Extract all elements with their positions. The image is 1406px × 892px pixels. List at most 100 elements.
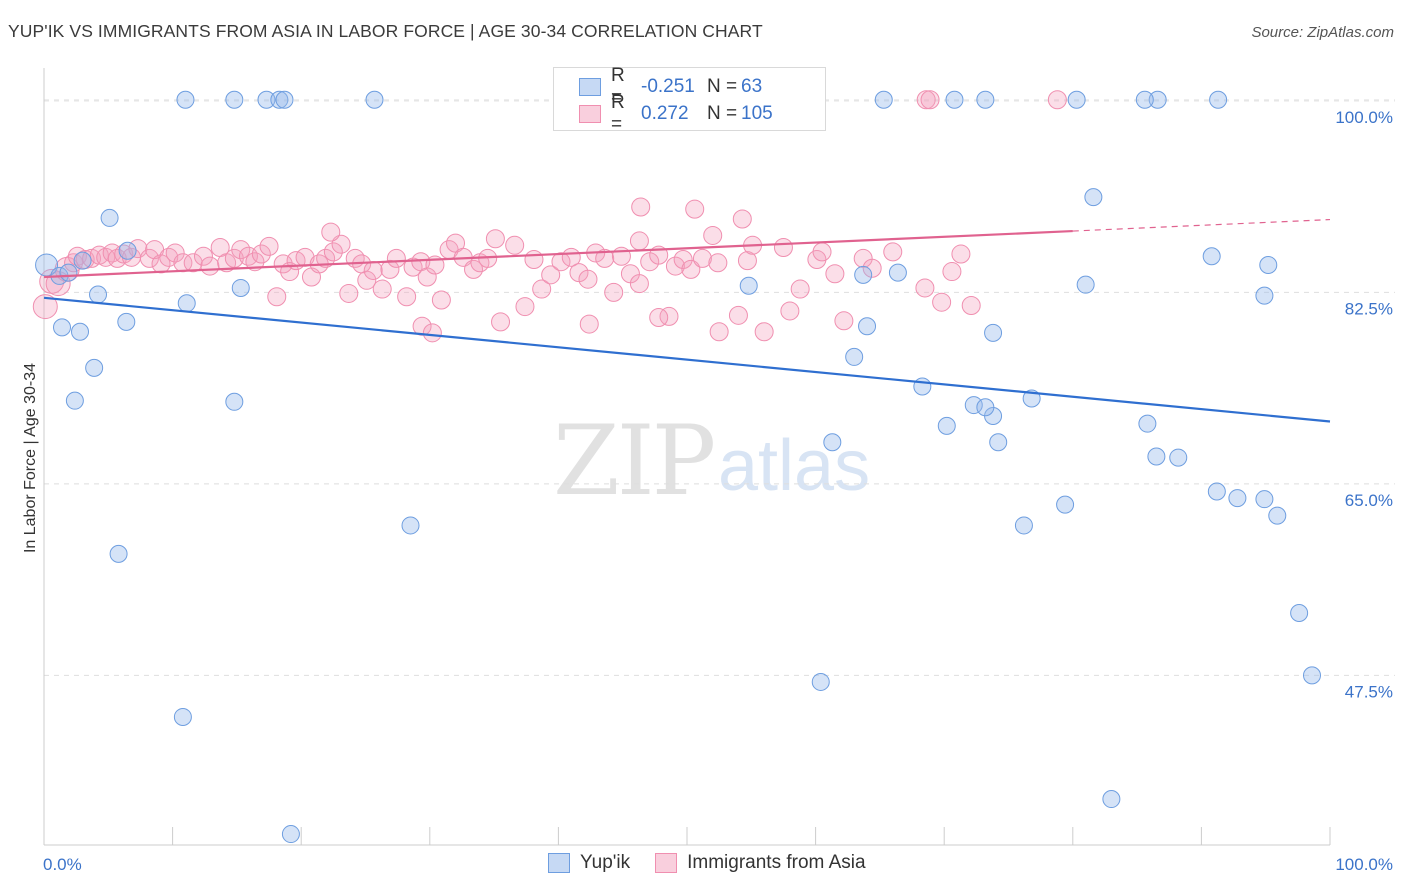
data-point-yupik bbox=[1056, 495, 1075, 514]
data-point-yupik bbox=[270, 90, 289, 109]
data-point-asia bbox=[532, 279, 552, 299]
data-point-yupik bbox=[231, 278, 250, 297]
data-point-asia bbox=[551, 252, 571, 272]
data-point-asia bbox=[1047, 90, 1067, 110]
series-immigrants-from-asia bbox=[32, 90, 1067, 343]
data-point-yupik bbox=[1102, 790, 1121, 809]
data-point-asia bbox=[780, 301, 800, 321]
data-point-asia bbox=[267, 287, 287, 307]
data-point-yupik bbox=[1084, 188, 1103, 207]
data-point-yupik bbox=[1076, 275, 1095, 294]
data-point-yupik bbox=[937, 416, 956, 435]
data-point-asia bbox=[485, 229, 505, 249]
data-point-yupik bbox=[1067, 90, 1086, 109]
data-point-asia bbox=[397, 287, 417, 307]
data-point-asia bbox=[231, 240, 251, 260]
data-point-yupik bbox=[945, 90, 964, 109]
data-point-yupik bbox=[59, 263, 78, 282]
legend-n-label: N = bbox=[707, 76, 738, 97]
data-point-asia bbox=[728, 305, 748, 325]
axes bbox=[43, 68, 1331, 846]
data-point-yupik bbox=[1202, 247, 1221, 266]
data-point-yupik bbox=[173, 707, 192, 726]
data-point-yupik bbox=[874, 90, 893, 109]
data-point-asia bbox=[629, 231, 649, 251]
data-point-asia bbox=[665, 256, 685, 276]
data-point-asia bbox=[321, 222, 341, 242]
source-credit: Source: ZipAtlas.com bbox=[1251, 24, 1394, 41]
data-point-asia bbox=[883, 242, 903, 262]
data-point-asia bbox=[316, 248, 336, 268]
data-point-yupik bbox=[984, 323, 1003, 342]
data-point-asia bbox=[915, 278, 935, 298]
data-point-yupik bbox=[176, 90, 195, 109]
data-point-yupik bbox=[1147, 447, 1166, 466]
grid-lines bbox=[44, 99, 1395, 676]
data-point-asia bbox=[273, 254, 293, 274]
data-point-asia bbox=[754, 322, 774, 342]
bottom-legend-label-asia: Immigrants from Asia bbox=[687, 852, 866, 873]
data-point-asia bbox=[812, 242, 832, 262]
data-point-yupik bbox=[1268, 506, 1287, 525]
data-point-asia bbox=[834, 311, 854, 331]
trend-line-asia-extension bbox=[1072, 218, 1331, 232]
bottom-legend: Yup'ik Immigrants from Asia bbox=[548, 852, 891, 874]
data-point-yupik bbox=[65, 391, 84, 410]
data-point-asia bbox=[200, 256, 220, 276]
data-point-asia bbox=[951, 244, 971, 264]
data-point-yupik bbox=[1148, 90, 1167, 109]
data-point-asia bbox=[825, 264, 845, 284]
watermark-zip: ZIP bbox=[553, 405, 716, 517]
data-point-asia bbox=[942, 262, 962, 282]
y-tick-label: 82.5% bbox=[1345, 299, 1393, 318]
data-point-asia bbox=[431, 290, 451, 310]
data-point-yupik bbox=[854, 265, 873, 284]
x-tick-label: 100.0% bbox=[1335, 855, 1393, 874]
legend-n-value: 63 bbox=[741, 76, 763, 97]
data-point-asia bbox=[920, 90, 940, 110]
data-point-asia bbox=[595, 248, 615, 268]
data-point-asia bbox=[708, 253, 728, 273]
trend-line-asia bbox=[43, 229, 1073, 279]
data-point-yupik bbox=[1169, 448, 1188, 467]
bottom-legend-label-yupik: Yup'ik bbox=[580, 852, 631, 873]
legend-r-value: -0.251 bbox=[641, 76, 695, 97]
data-point-asia bbox=[357, 270, 377, 290]
data-point-asia bbox=[363, 260, 383, 280]
data-point-asia bbox=[737, 251, 757, 271]
y-tick-label: 47.5% bbox=[1345, 682, 1393, 701]
data-point-yupik bbox=[1290, 603, 1309, 622]
data-point-yupik bbox=[225, 392, 244, 411]
data-point-asia bbox=[183, 253, 203, 273]
data-point-asia bbox=[524, 250, 544, 270]
y-tick-label: 100.0% bbox=[1335, 108, 1393, 127]
data-point-asia bbox=[681, 259, 701, 279]
data-point-asia bbox=[773, 237, 793, 257]
legend-n-label: N = bbox=[707, 103, 738, 124]
data-point-yupik bbox=[1135, 90, 1154, 109]
data-point-asia bbox=[372, 279, 392, 299]
data-point-asia bbox=[331, 234, 351, 254]
bottom-legend-yupik: Yup'ik bbox=[548, 852, 630, 874]
stats-legend: R = -0.251 N = 63 R = 0.272 N = 105 bbox=[553, 65, 826, 135]
data-point-yupik bbox=[811, 672, 830, 691]
data-point-asia bbox=[323, 242, 343, 262]
data-point-asia bbox=[251, 244, 271, 264]
data-point-yupik bbox=[85, 358, 104, 377]
data-point-yupik bbox=[401, 516, 420, 535]
data-point-yupik bbox=[739, 276, 758, 295]
data-point-yupik bbox=[1302, 666, 1321, 685]
data-point-yupik bbox=[989, 433, 1008, 452]
data-point-asia bbox=[604, 282, 624, 302]
data-point-asia bbox=[932, 292, 952, 312]
trend-line-yupik bbox=[43, 296, 1331, 423]
data-point-yupik bbox=[964, 396, 983, 415]
data-point-asia bbox=[380, 259, 400, 279]
data-point-asia bbox=[649, 308, 669, 328]
data-point-asia bbox=[709, 322, 729, 342]
data-point-yupik bbox=[1228, 489, 1247, 508]
data-point-yupik bbox=[1138, 414, 1157, 433]
bottom-legend-swatch-yupik bbox=[548, 853, 570, 873]
legend-r-value: 0.272 bbox=[641, 103, 689, 124]
